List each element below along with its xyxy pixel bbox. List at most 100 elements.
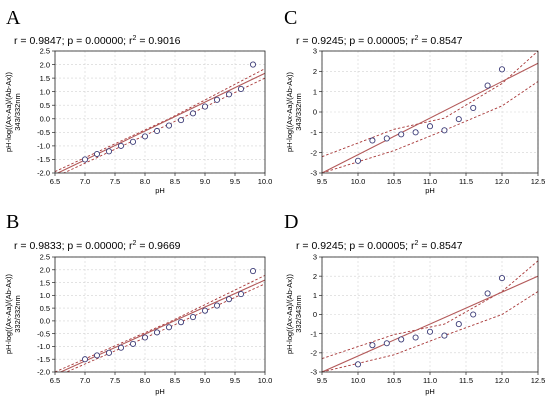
y-tick-label: 3 [313,47,317,56]
y-tick-label: 3 [313,253,317,262]
x-tick-label: 8.0 [140,376,150,385]
y-tick-label: 0.5 [40,304,50,313]
data-point [165,324,173,331]
data-point [484,82,491,89]
y-axis-label: pH-log((Ax-Aa)/(Ab-Ax))343/332nm [285,71,303,152]
data-point [484,290,491,297]
x-tick-label: 10.0 [258,177,273,186]
data-point [225,296,233,303]
data-point [354,361,362,368]
y-tick-label: 2 [313,67,317,76]
panel-letter: D [284,211,298,233]
panel-letter: C [284,7,297,29]
data-point [117,344,125,351]
ci-lower-line [62,77,265,173]
x-tick-label: 11.5 [459,177,473,186]
x-tick-label: 6.5 [50,376,60,385]
x-tick-label: 12.0 [495,376,510,385]
data-points [354,275,506,368]
plot-frame [54,256,266,373]
x-tick-label: 10.5 [387,376,402,385]
data-point [153,329,161,336]
x-tick-label: 9.5 [230,177,240,186]
ci-upper-line [55,68,265,173]
panel-letter: A [6,7,21,29]
x-tick-label: 7.0 [80,376,90,385]
y-tick-label: -2.0 [37,169,50,178]
data-point [237,291,245,298]
data-point [177,117,185,124]
y-tick-label: -1.0 [37,342,50,351]
data-point [426,123,434,130]
data-point [129,340,137,347]
gridlines [54,256,266,373]
data-point [213,302,221,309]
data-point [93,150,101,158]
x-tick-label: 12.0 [495,177,510,186]
x-tick-label: 12.5 [531,177,546,186]
fit-line [322,62,538,173]
y-tick-label: 2.0 [40,60,50,69]
x-axis-label: pH [425,186,435,195]
panel-c: C r = 0.9245; p = 0.00005; r2 = 0.8547 9… [284,7,545,195]
x-axis-label: pH [425,387,435,396]
data-point [426,328,434,335]
x-tick-labels: 9.5 10.0 10.5 11.0 11.5 12.0 12.5 [317,372,545,385]
ci-upper-line [322,51,538,158]
y-tick-label: 0 [313,108,317,117]
x-tick-label: 9.0 [200,376,210,385]
x-tick-labels: 6.5 7.0 7.5 8.0 8.5 9.0 9.5 10.0 [50,372,272,385]
data-point [249,268,257,275]
y-tick-labels: -3 -2 -1 0 1 2 3 [310,253,322,377]
x-tick-label: 8.0 [140,177,150,186]
data-point [441,332,448,339]
y-tick-labels: -3 -2 -1 0 1 2 3 [310,47,322,178]
y-tick-label: -1 [310,329,317,338]
data-point [354,157,362,164]
confidence-band [322,51,538,173]
y-tick-label: 1.0 [40,87,50,96]
data-point [141,133,149,140]
y-axis-label: pH-log((Ax-Aa)/(Ab-Ax))332/332nm [4,273,22,354]
confidence-band [55,274,265,372]
plot-area: 9.5 10.0 10.5 11.0 11.5 12.0 12.5 -3 -2 -1 0 1 2 3 [310,47,545,186]
data-point [383,135,390,142]
data-point [105,349,113,356]
y-axis-label: pH-log((Ax-Aa)/(Ab-Ax))343/332nm [4,71,22,152]
data-point [189,314,197,321]
gridlines [54,50,266,174]
x-tick-label: 7.5 [110,376,120,385]
data-point [412,334,419,341]
data-point [498,275,506,282]
data-point [153,127,161,135]
x-tick-label: 9.5 [317,376,327,385]
y-tick-label: -0.5 [37,329,50,338]
data-point [498,66,506,73]
x-tick-label: 10.5 [387,177,402,186]
data-point [237,85,245,93]
y-tick-label: 0.0 [40,114,50,123]
data-point [455,116,462,123]
x-tick-label: 9.5 [230,376,240,385]
panel-a: A r = 0.9847; p = 0.00000; r2 = 0.9016 6… [4,7,272,195]
data-point [470,311,477,318]
data-point [105,148,113,155]
y-tick-label: 1 [313,291,317,300]
y-tick-label: 0.5 [40,101,50,110]
y-tick-label: 2 [313,272,317,281]
ci-lower-line [65,283,265,372]
panel-stats: r = 0.9245; p = 0.00005; r2 = 0.8547 [296,35,463,47]
x-tick-label: 11.0 [423,177,437,186]
data-point [201,103,209,110]
data-points [354,66,506,164]
panel-stats: r = 0.9245; p = 0.00005; r2 = 0.8547 [296,240,463,252]
y-tick-label: 1 [313,87,317,96]
data-point [81,356,89,363]
y-tick-label: 2.5 [40,253,50,262]
panel-d: D r = 0.9245; p = 0.00005; r2 = 0.8547 9… [284,211,545,396]
data-point [189,110,197,117]
fit-line [322,275,538,372]
y-tick-labels: -2.0 -1.5 -1.0 -0.5 0.0 0.5 1.0 1.5 2.0 2.5 [37,253,55,377]
x-tick-label: 8.5 [170,177,180,186]
x-tick-label: 7.5 [110,177,120,186]
